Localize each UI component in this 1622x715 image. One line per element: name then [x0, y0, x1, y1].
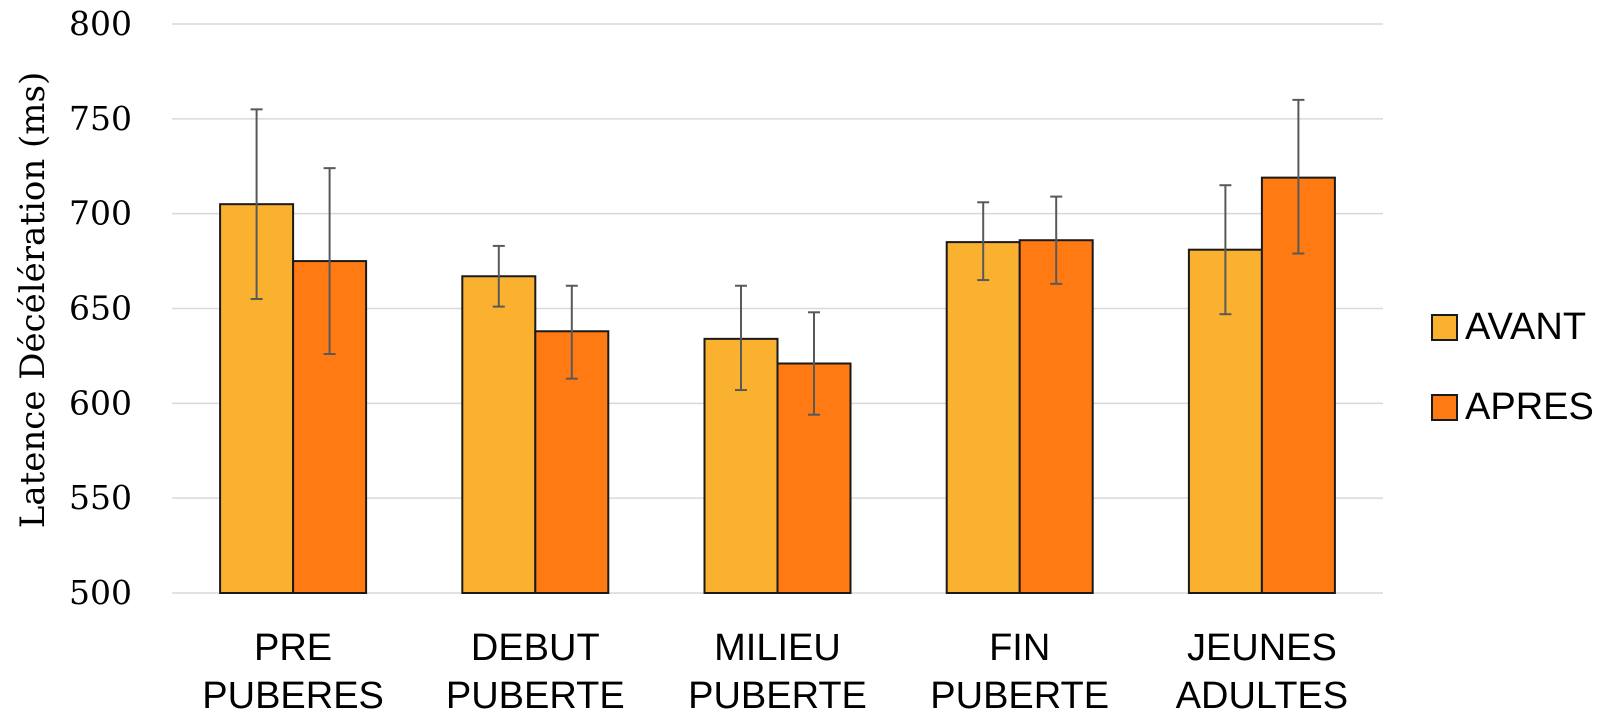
error-bar — [735, 284, 747, 392]
legend-item-avant: AVANT — [1431, 306, 1586, 348]
error-bar — [1219, 184, 1232, 316]
error-bar — [808, 311, 820, 416]
x-tick-label: JEUNES — [1187, 627, 1337, 669]
x-tick-label: PUBERTE — [446, 675, 625, 715]
y-tick-label: 500 — [69, 573, 132, 612]
bar-avant-1 — [461, 275, 537, 594]
error-bar — [1050, 195, 1063, 285]
legend-label: AVANT — [1465, 306, 1586, 348]
legend-swatch — [1431, 394, 1458, 421]
error-bar — [323, 167, 336, 356]
y-tick-label: 700 — [69, 194, 132, 233]
error-bar — [977, 201, 990, 282]
bar-apres-3 — [1018, 239, 1094, 594]
error-bar — [250, 108, 263, 301]
y-tick-label: 750 — [69, 99, 132, 138]
y-tick-label: 550 — [69, 478, 132, 517]
error-bars — [250, 98, 1305, 416]
legend-label: APRES — [1465, 386, 1594, 428]
y-tick-label: 800 — [69, 4, 132, 43]
error-bar — [492, 244, 505, 308]
y-axis-ticks: 500 550 600 650 700 750 800 — [69, 4, 132, 612]
error-bar — [565, 284, 578, 380]
bars — [219, 176, 1336, 595]
legend-swatch — [1431, 314, 1458, 341]
bar-avant-3 — [945, 241, 1021, 594]
legend: AVANT APRES — [1431, 306, 1594, 428]
x-tick-label: ADULTES — [1176, 675, 1348, 715]
legend-item-apres: APRES — [1431, 386, 1594, 428]
x-axis-labels: PRE PUBERES DEBUT PUBERTE MILIEU PUBERTE FIN PU… — [202, 627, 1348, 715]
x-tick-label: MILIEU — [714, 627, 841, 669]
x-tick-label: PRE — [254, 627, 332, 669]
x-tick-label: PUBERTE — [930, 675, 1109, 715]
x-tick-label: PUBERTE — [688, 675, 867, 715]
error-bar — [1292, 98, 1305, 255]
y-tick-label: 650 — [69, 289, 132, 328]
y-tick-label: 600 — [69, 383, 132, 422]
x-tick-label: FIN — [989, 627, 1050, 669]
x-tick-label: PUBERES — [202, 675, 384, 715]
x-tick-label: DEBUT — [471, 627, 600, 669]
bar-apres-4 — [1260, 176, 1336, 594]
y-axis-title: Latence Décélération (ms) — [13, 72, 53, 529]
